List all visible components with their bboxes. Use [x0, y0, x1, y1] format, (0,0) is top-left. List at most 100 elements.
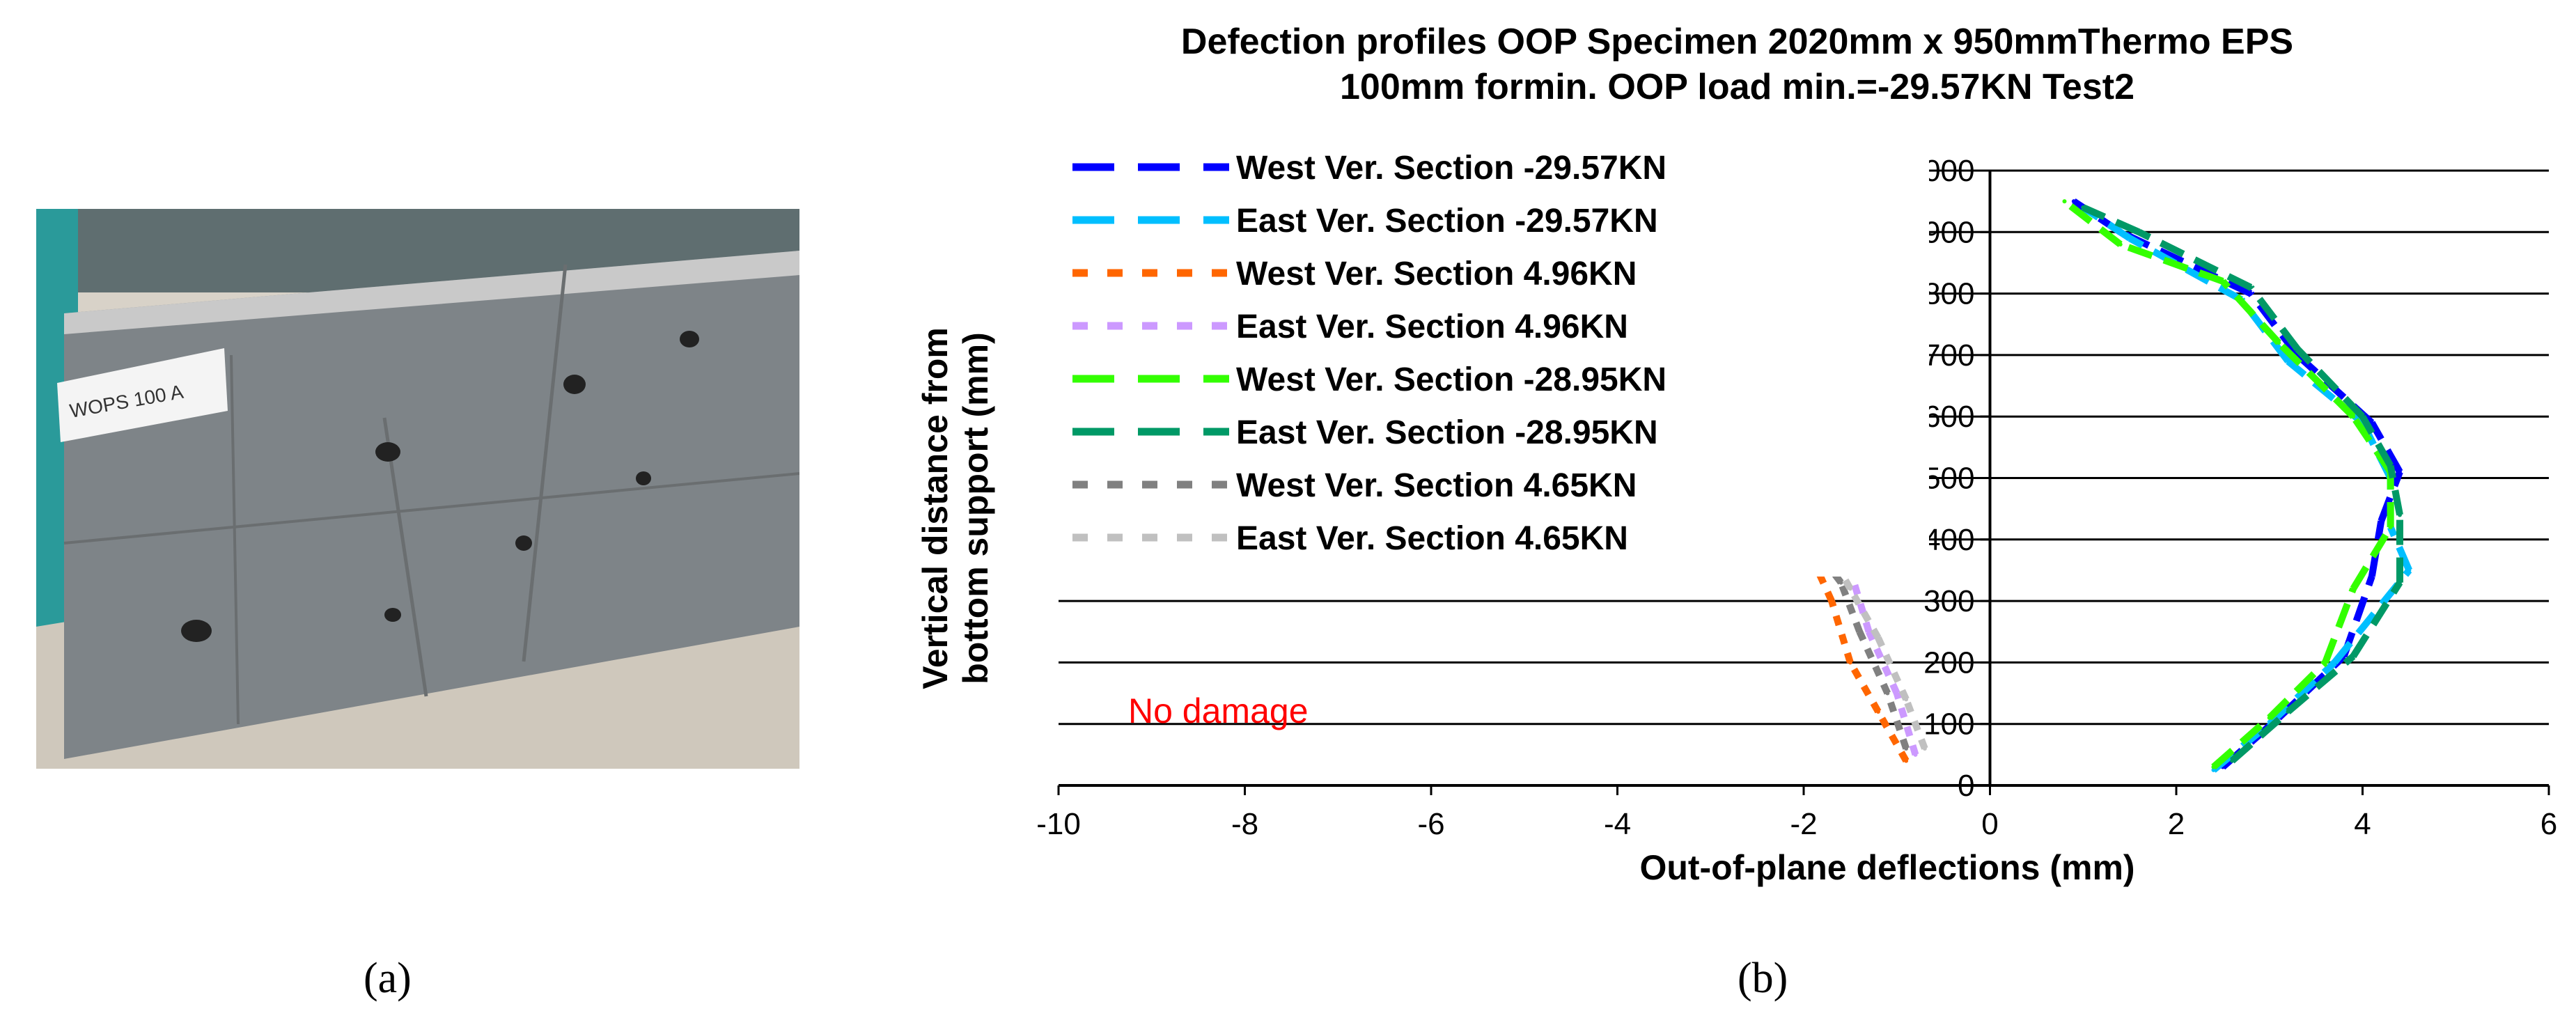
series-4-segment-2 [2322, 587, 2357, 664]
y-tick-label-3: 300 [1923, 584, 1974, 618]
series-2-segment-0 [1875, 710, 1910, 763]
series-4-segment-1 [2267, 659, 2328, 721]
series-2-point-0 [1904, 758, 1909, 763]
x-tick-label-7: 4 [2354, 807, 2371, 841]
panel-label-a: (a) [364, 955, 412, 1002]
series-7-point-3 [1848, 586, 1852, 591]
chart-title-line2: 100mm formin. OOP load min.=-29.57KN Tes… [1339, 67, 2134, 107]
series-2-segment-2 [1828, 600, 1854, 664]
series-4-point-3 [2351, 586, 2356, 591]
series-5-point-8 [2249, 285, 2253, 290]
x-tick-label-3: -4 [1604, 807, 1631, 841]
series-3-point-2 [1866, 629, 1871, 634]
y-tick-label-8: 800 [1923, 277, 1974, 311]
series-1-point-7 [2286, 359, 2290, 363]
series-5-point-4 [2398, 512, 2402, 517]
y-tick-label-5: 500 [1923, 462, 1974, 496]
series-5-segment-4 [2387, 464, 2403, 516]
specimen-sign [57, 348, 228, 442]
chart: Defection profiles OOP Specimen 2020mm x… [898, 21, 2576, 947]
series-6-point-1 [1885, 691, 1890, 696]
series-2-point-3 [1829, 599, 1834, 604]
legend-label-0: West Ver. Section -29.57KN [1236, 150, 1666, 187]
series-4-segment-3 [2350, 525, 2394, 591]
y-tick-label-1: 100 [1923, 707, 1974, 742]
series-7-point-0 [1922, 746, 1927, 751]
series-7-segment-0 [1903, 698, 1928, 750]
series-4-point-8 [2220, 279, 2225, 283]
x-tick-label-0: -10 [1036, 807, 1081, 841]
series-3-point-0 [1913, 752, 1918, 757]
series-5-segment-1 [2286, 653, 2356, 714]
series-1-point-2 [2332, 660, 2337, 665]
series-5-point-1 [2286, 710, 2290, 714]
y-tick-label-9: 900 [1923, 215, 1974, 249]
series-6-point-2 [1857, 629, 1862, 634]
series-5-point-0 [2230, 758, 2235, 763]
series-1-point-3 [2407, 567, 2412, 572]
series-4-segment-0 [2211, 715, 2272, 770]
series-7-segment-2 [1847, 586, 1882, 640]
series-0-segment-3 [2368, 520, 2385, 577]
legend-label-5: East Ver. Section -28.95KN [1236, 414, 1658, 451]
series-5-segment-5 [2359, 414, 2394, 468]
series-6-point-3 [1839, 580, 1843, 585]
x-tick-label-6: 2 [2168, 807, 2185, 841]
series-3-point-1 [1894, 691, 1899, 696]
y-axis-label-line2: bottom support (mm) [956, 332, 995, 684]
legend-label-7: East Ver. Section 4.65KN [1236, 520, 1628, 557]
series-0-point-8 [2249, 291, 2253, 296]
series-1-segment-1 [2267, 659, 2337, 727]
series-5-point-3 [2398, 580, 2402, 585]
series-4-point-6 [2351, 414, 2356, 419]
specimen-photo: WOPS 100 A [36, 209, 799, 769]
series-5-point-5 [2388, 463, 2393, 468]
series-5-segment-8 [2137, 228, 2253, 291]
series-4-segment-9 [2062, 198, 2123, 247]
x-tick-label-1: -8 [1231, 807, 1258, 841]
series-6-segment-0 [1884, 691, 1910, 750]
series-0-point-3 [2369, 574, 2374, 579]
chart-title-line1: Defection profiles OOP Specimen 2020mm x… [1180, 22, 2294, 62]
series-1-point-9 [2128, 236, 2132, 241]
legend-label-4: West Ver. Section -28.95KN [1236, 361, 1666, 398]
series-4-point-9 [2118, 242, 2123, 246]
y-tick-label-0: 0 [1958, 769, 1974, 803]
series-4-segment-7 [2220, 279, 2281, 345]
x-tick-label-2: -6 [1417, 807, 1444, 841]
series-5-point-6 [2360, 414, 2365, 419]
series-7-point-1 [1904, 697, 1909, 702]
series-4-point-7 [2277, 340, 2281, 345]
y-axis-label-line1: Vertical distance from [916, 327, 955, 689]
series-0-point-4 [2379, 519, 2384, 524]
series-0-segment-5 [2368, 421, 2403, 474]
chart-svg: -10 -8 -6 -4 -2 0 2 4 6 0 100 200 300 400 500 600 700 800… [916, 139, 2557, 887]
legend-box [1059, 139, 1929, 577]
series-2-point-1 [1876, 710, 1880, 714]
series-0-point-6 [2369, 421, 2374, 425]
series-1-segment-3 [2387, 526, 2412, 572]
series-5-point-10 [2081, 205, 2086, 210]
series-6-point-0 [1904, 746, 1909, 751]
series-4-point-4 [2388, 525, 2393, 530]
series-0-segment-7 [2248, 291, 2300, 357]
series-1-point-0 [2211, 767, 2216, 772]
series-5-segment-7 [2248, 285, 2300, 352]
series-0-segment-4 [2378, 470, 2403, 523]
series-6-segment-2 [1837, 581, 1863, 634]
eps-panel [64, 251, 799, 759]
series-4-segment-8 [2119, 241, 2224, 285]
legend-label-1: East Ver. Section -29.57KN [1236, 203, 1658, 240]
legend-label-3: East Ver. Section 4.96KN [1236, 308, 1628, 345]
series-5-segment-9 [2082, 204, 2141, 235]
series-5-segment-2 [2350, 580, 2403, 659]
series-0-point-10 [2071, 199, 2076, 204]
y-tick-label-4: 400 [1923, 523, 1974, 557]
series-5-segment-6 [2295, 346, 2366, 419]
y-tick-label-7: 700 [1923, 338, 1974, 373]
series-4-segment-5 [2350, 414, 2394, 474]
series-2-point-2 [1848, 660, 1852, 665]
series-1-segment-8 [2128, 235, 2244, 303]
series-2-segment-1 [1847, 660, 1882, 714]
series-4-segment-6 [2276, 340, 2356, 419]
